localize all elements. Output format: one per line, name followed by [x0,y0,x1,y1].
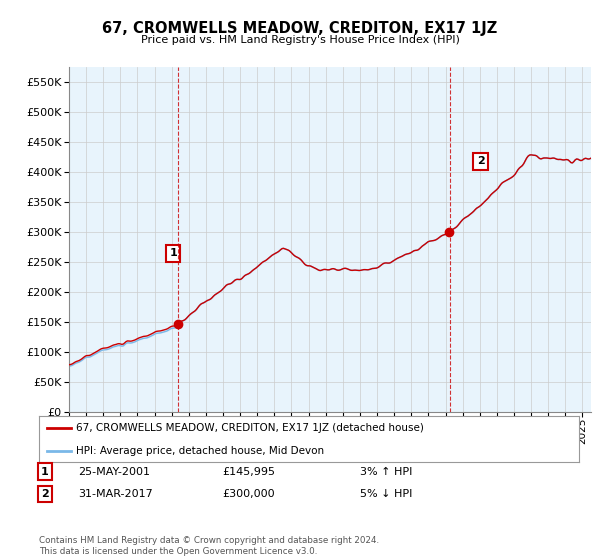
Text: 67, CROMWELLS MEADOW, CREDITON, EX17 1JZ (detached house): 67, CROMWELLS MEADOW, CREDITON, EX17 1JZ… [76,423,424,433]
Text: £300,000: £300,000 [222,489,275,499]
Text: HPI: Average price, detached house, Mid Devon: HPI: Average price, detached house, Mid … [76,446,324,455]
Text: 2: 2 [477,156,484,166]
Text: £145,995: £145,995 [222,466,275,477]
Text: 1: 1 [41,466,49,477]
Text: 3% ↑ HPI: 3% ↑ HPI [360,466,412,477]
Text: 31-MAR-2017: 31-MAR-2017 [78,489,153,499]
Text: Contains HM Land Registry data © Crown copyright and database right 2024.
This d: Contains HM Land Registry data © Crown c… [39,536,379,556]
Text: 25-MAY-2001: 25-MAY-2001 [78,466,150,477]
Text: 2: 2 [41,489,49,499]
Text: 67, CROMWELLS MEADOW, CREDITON, EX17 1JZ: 67, CROMWELLS MEADOW, CREDITON, EX17 1JZ [103,21,497,36]
Text: 5% ↓ HPI: 5% ↓ HPI [360,489,412,499]
Text: Price paid vs. HM Land Registry's House Price Index (HPI): Price paid vs. HM Land Registry's House … [140,35,460,45]
Text: 1: 1 [169,249,177,259]
